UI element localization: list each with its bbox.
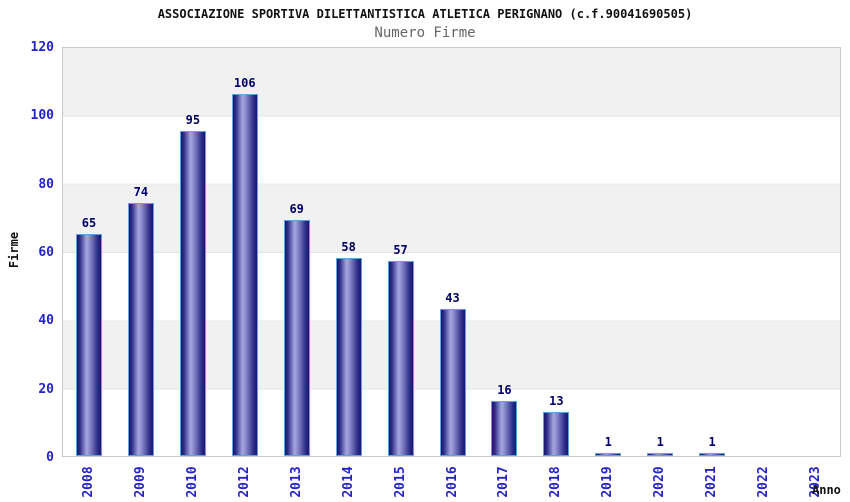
bar-value-label-2015: 57 [393, 243, 408, 258]
chart-title: ASSOCIAZIONE SPORTIVA DILETTANTISTICA AT… [157, 7, 693, 21]
x-tick-label-2014: 2014 [340, 466, 356, 498]
x-tick-label-2009: 2009 [132, 466, 148, 498]
bar-2010 [179, 131, 206, 456]
plot-area: 0 20 40 60 80 100 120 2008 65 2009 74 2010 95 2012 106… [31, 40, 841, 498]
x-tick-label-2008: 2008 [80, 466, 96, 498]
x-tick-label-2016: 2016 [444, 466, 460, 498]
bar-value-label-2008: 65 [81, 215, 97, 230]
x-tick-label-2012: 2012 [236, 466, 252, 498]
bar-2009 [127, 203, 154, 456]
y-tick-label-80: 80 [38, 176, 54, 192]
bar-2013 [283, 220, 310, 456]
bar-2019 [595, 452, 622, 456]
bar-value-label-2017: 16 [497, 383, 512, 398]
bar-value-label-2009: 74 [133, 185, 149, 200]
bar-2017 [491, 401, 518, 456]
bar-value-label-2014: 58 [341, 239, 356, 254]
bar-value-label-2018: 13 [549, 393, 564, 408]
x-tick-label-2020: 2020 [652, 466, 668, 498]
y-tick-label-40: 40 [38, 313, 54, 329]
y-tick-label-20: 20 [38, 381, 54, 397]
x-tick-label-2018: 2018 [548, 466, 564, 498]
bar-2016 [439, 309, 466, 456]
bar-value-label-2020: 1 [656, 434, 664, 449]
bar-2021 [699, 452, 726, 456]
x-tick-label-2021: 2021 [704, 466, 720, 498]
chart-subtitle: Numero Firme [374, 25, 476, 41]
x-tick-label-2015: 2015 [392, 466, 408, 498]
bar-value-label-2012: 106 [233, 75, 256, 90]
x-tick-label-2010: 2010 [184, 466, 200, 498]
bar-2014 [335, 257, 362, 456]
y-tick-label-120: 120 [30, 40, 54, 55]
y-tick-label-60: 60 [38, 245, 54, 260]
y-tick-label-0: 0 [46, 450, 54, 465]
x-tick-label-2019: 2019 [600, 466, 616, 498]
x-tick-label-2017: 2017 [496, 466, 512, 498]
bar-value-label-2016: 43 [445, 291, 460, 306]
x-tick-label-2013: 2013 [288, 466, 304, 498]
bar-2008 [75, 233, 102, 456]
bar-value-label-2010: 95 [185, 113, 201, 128]
bar-value-label-2019: 1 [604, 434, 612, 449]
x-axis-title: Anno [812, 483, 841, 497]
x-tick-label-2022: 2022 [756, 466, 772, 498]
bar-value-label-2021: 1 [708, 434, 716, 449]
bar-2012 [231, 93, 258, 456]
bar-2020 [647, 452, 674, 456]
y-tick-label-100: 100 [30, 108, 54, 124]
bar-2018 [543, 411, 570, 456]
y-axis-title: Firme [7, 231, 21, 269]
bar-value-label-2013: 69 [289, 202, 304, 217]
bar-2015 [387, 261, 414, 456]
